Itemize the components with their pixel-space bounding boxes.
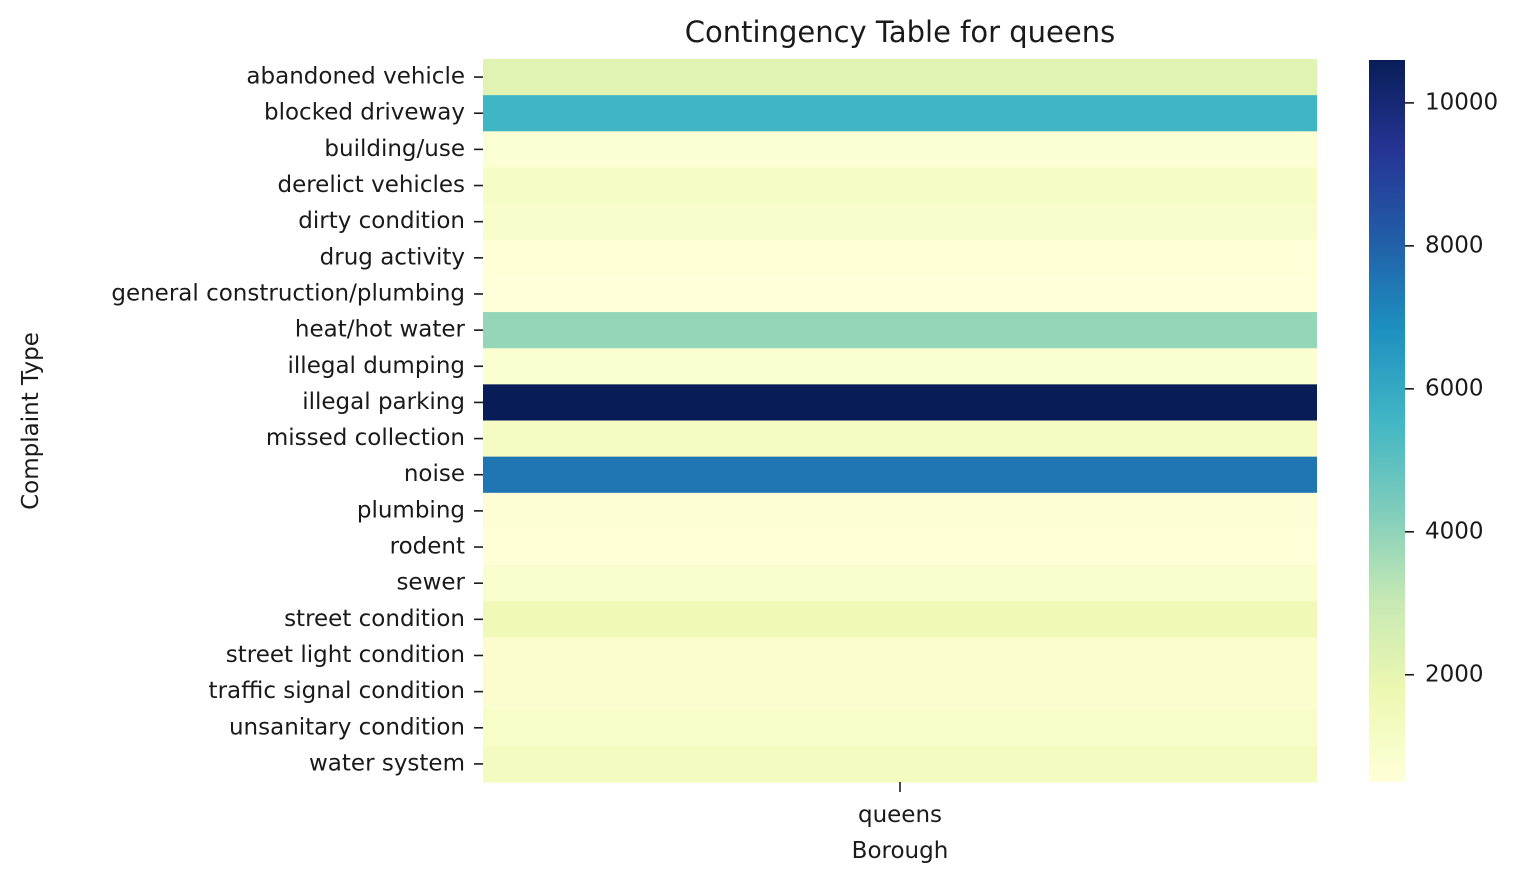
- colorbar-tick-label: 4000: [1425, 518, 1484, 544]
- y-tick-label: plumbing: [357, 497, 465, 523]
- colorbar-tick-label: 8000: [1425, 232, 1484, 258]
- heatmap-cell: [483, 131, 1317, 169]
- y-tick-label: traffic signal condition: [209, 678, 465, 704]
- heatmap-cell: [483, 203, 1317, 241]
- y-tick-label: derelict vehicles: [277, 172, 465, 198]
- y-tick-label: general construction/plumbing: [111, 280, 465, 306]
- heatmap-cell: [483, 59, 1317, 96]
- heatmap-cell: [483, 637, 1317, 675]
- heatmap-cell: [483, 745, 1317, 783]
- colorbar: [1369, 60, 1405, 782]
- y-tick-label: street light condition: [226, 642, 465, 668]
- heatmap-cell: [483, 456, 1317, 494]
- heatmap-cell: [483, 528, 1317, 566]
- y-tick-label: missed collection: [266, 425, 465, 451]
- y-tick-label: building/use: [324, 136, 465, 162]
- y-tick-label: illegal parking: [302, 389, 465, 415]
- heatmap-cell: [483, 312, 1317, 349]
- y-tick-label: blocked driveway: [264, 100, 465, 126]
- x-tick-label: queens: [858, 802, 942, 828]
- colorbar-tick-label: 2000: [1425, 661, 1484, 687]
- heatmap-cell: [483, 275, 1317, 313]
- heatmap-cell: [483, 239, 1317, 277]
- heatmap-cell: [483, 167, 1317, 205]
- x-axis-ticks: queens: [858, 782, 942, 828]
- heatmap-cells: [483, 59, 1317, 783]
- colorbar-ticks: 2000 4000 6000 8000 10000: [1405, 89, 1498, 687]
- heatmap-cell: [483, 384, 1317, 422]
- heatmap-cell: [483, 601, 1317, 638]
- heatmap-cell: [483, 565, 1317, 602]
- heatmap-cell: [483, 420, 1317, 458]
- y-tick-label: street condition: [284, 606, 465, 632]
- y-tick-label: rodent: [390, 534, 465, 560]
- y-tick-label: unsanitary condition: [229, 714, 465, 740]
- y-tick-label: noise: [404, 461, 465, 487]
- colorbar-tick-label: 6000: [1425, 375, 1484, 401]
- y-tick-label: sewer: [396, 570, 465, 596]
- y-tick-label: water system: [309, 750, 465, 776]
- heatmap-cell: [483, 492, 1317, 530]
- heatmap-cell: [483, 673, 1317, 711]
- x-axis-label: Borough: [852, 838, 949, 864]
- y-tick-label: abandoned vehicle: [246, 64, 465, 90]
- y-tick-label: illegal dumping: [288, 353, 465, 379]
- chart-title: Contingency Table for queens: [685, 15, 1115, 49]
- y-tick-label: drug activity: [320, 244, 465, 270]
- y-axis-ticks: abandoned vehicle blocked driveway buildin…: [111, 64, 483, 776]
- heatmap-cell: [483, 95, 1317, 132]
- colorbar-tick-label: 10000: [1425, 89, 1498, 115]
- heatmap-cell: [483, 348, 1317, 385]
- heatmap-cell: [483, 709, 1317, 747]
- y-tick-label: heat/hot water: [295, 317, 466, 343]
- y-axis-label: Complaint Type: [18, 332, 44, 510]
- y-tick-label: dirty condition: [298, 208, 465, 234]
